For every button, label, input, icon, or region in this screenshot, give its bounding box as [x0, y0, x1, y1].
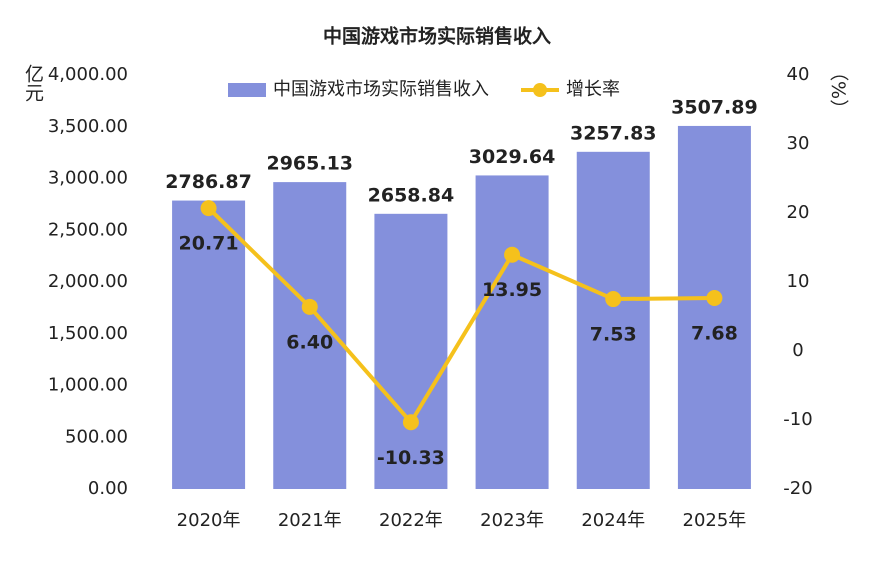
line-marker — [605, 291, 622, 308]
x-tick-label: 2020年 — [177, 510, 241, 531]
bar-value-label: 3257.83 — [570, 122, 657, 144]
line-value-label: 7.53 — [590, 324, 637, 346]
y-tick-label: 1,000.00 — [48, 375, 128, 396]
y2-tick-label: 0 — [792, 340, 803, 361]
bar-value-label: 2965.13 — [266, 153, 353, 175]
x-tick-label: 2024年 — [581, 510, 645, 531]
bar-value-label: 3029.64 — [469, 146, 556, 168]
y2-tick-label: -20 — [783, 478, 812, 499]
line-value-label: 6.40 — [286, 331, 333, 353]
y2-tick-label: 10 — [787, 271, 810, 292]
y2-axis-label: （%） — [827, 62, 849, 118]
y2-tick-label: 20 — [787, 202, 810, 223]
growth-line — [207, 206, 715, 426]
bar — [475, 175, 549, 490]
y-tick-label: 1,500.00 — [48, 323, 128, 344]
y-tick-label: 4,000.00 — [48, 64, 128, 85]
y-tick-label: 500.00 — [65, 426, 128, 447]
line-value-label: 7.68 — [691, 323, 738, 345]
y-tick-label: 2,500.00 — [48, 219, 128, 240]
y2-tick-label: 30 — [787, 133, 810, 154]
legend-swatch — [228, 83, 266, 97]
y2-tick-label: 40 — [787, 64, 810, 85]
x-tick-label: 2025年 — [683, 510, 747, 531]
bar — [677, 125, 751, 490]
x-tick-label: 2022年 — [379, 510, 443, 531]
line-marker — [504, 246, 521, 263]
line-value-label: 13.95 — [482, 279, 542, 301]
line-value-label: -10.33 — [377, 447, 445, 469]
y-axis-label: 亿元 — [22, 64, 44, 102]
x-tick-label: 2021年 — [278, 510, 342, 531]
line-marker — [402, 414, 419, 431]
bar — [374, 213, 448, 489]
bar — [172, 200, 246, 489]
chart-title: 中国游戏市场实际销售收入 — [323, 25, 551, 48]
bar-value-label: 3507.89 — [671, 96, 758, 118]
legend-label: 中国游戏市场实际销售收入 — [273, 79, 489, 100]
x-tick-label: 2023年 — [480, 510, 544, 531]
bar-value-label: 2786.87 — [165, 171, 252, 193]
legend-swatch — [533, 83, 547, 97]
line-marker — [301, 298, 318, 315]
bar-value-label: 2658.84 — [368, 184, 455, 206]
legend-label: 增长率 — [566, 79, 620, 100]
line-value-label: 20.71 — [179, 233, 239, 255]
y2-tick-label: -10 — [783, 409, 812, 430]
y-tick-label: 3,000.00 — [48, 168, 128, 189]
y-tick-label: 3,500.00 — [48, 116, 128, 137]
bar — [576, 151, 650, 490]
line-marker — [706, 290, 723, 307]
line-marker — [200, 200, 217, 217]
y-tick-label: 0.00 — [88, 478, 128, 499]
y-tick-label: 2,000.00 — [48, 271, 128, 292]
